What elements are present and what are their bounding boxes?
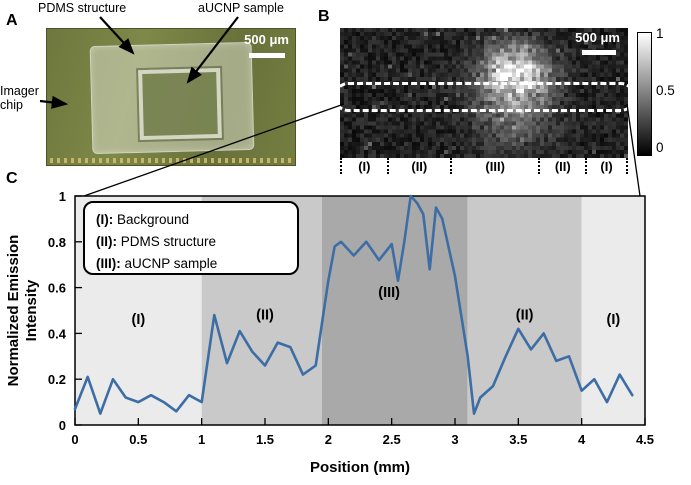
x-tick-label: 4.5 [636,432,654,447]
region-inline-label: (I) [131,312,145,328]
x-tick-label: 2.5 [383,432,401,447]
region-label-1: (I) [340,158,387,174]
region-band [322,196,468,425]
chip-photo: 500 μm [46,28,296,166]
region-label-3: (III) [449,158,539,174]
pdms-structure-annotation: PDMS structure [38,1,127,15]
x-tick-label: 4 [578,432,586,447]
y-axis-label-line2: Intensity [23,279,40,341]
x-tick-label: 3 [451,432,458,447]
x-tick-label: 1 [198,432,205,447]
x-tick-label: 1.5 [256,432,274,447]
region-label-5: (I) [585,158,628,174]
y-tick-label: 0.8 [48,235,66,250]
region-label-4: (II) [538,158,585,174]
colorbar-tick-0: 0 [656,140,664,155]
panel-a-label: A [6,12,18,29]
legend-box [83,201,299,275]
imager-chip-annotation: Imager chip [0,84,39,113]
x-tick-label: 0.5 [129,432,147,447]
y-axis-label-line1: Normalized Emission [5,235,22,387]
scale-bar-label: 500 μm [575,30,620,45]
colorbar-tick-1: 1 [656,26,664,41]
x-tick-label: 0 [71,432,78,447]
y-tick-label: 0 [59,418,66,433]
region-inline-label: (I) [606,312,620,328]
colorbar-tick-05: 0.5 [656,83,675,98]
scale-bar [249,53,285,58]
scale-bar-label: 500 μm [244,32,289,47]
region-inline-label: (III) [378,285,400,301]
legend-entry: (II): PDMS structure [96,234,216,249]
y-tick-label: 0.6 [48,281,66,296]
x-axis-label: Position (mm) [310,459,410,476]
panel-b-label: B [318,8,330,25]
plot-box [74,195,646,426]
emission-noise-canvas [340,28,628,158]
emission-line-chart: 0 0.5 1 1.5 2 2.5 3 3.5 4 4.5 0 0.2 0.4 0.6 0.8 1 Positi… [5,189,654,476]
colorbar [637,32,652,156]
emission-series-line [73,194,634,415]
region-inline-label: (II) [516,308,534,324]
legend-entry: (I): Background [96,212,189,227]
emission-image: 500 μm [334,28,635,158]
panel-c-label: C [6,170,18,187]
region-label-2: (II) [386,158,450,174]
y-tick-label: 1 [59,189,66,204]
region-inline-label: (II) [256,308,274,324]
y-tick-label: 0.2 [48,372,66,387]
aucnp-sample-annotation: aUCNP sample [198,1,284,15]
legend-entry: (III): aUCNP sample [96,256,217,271]
x-tick-label: 3.5 [509,432,527,447]
region-label-row: (I) (II) (III) (II) (I) [340,158,628,176]
scale-bar [582,50,616,55]
aucnp-sample-well [138,67,222,141]
y-tick-label: 0.4 [48,326,67,341]
x-tick-label: 2 [325,432,332,447]
roi-dashed-box [334,82,635,112]
region-band [467,196,582,425]
